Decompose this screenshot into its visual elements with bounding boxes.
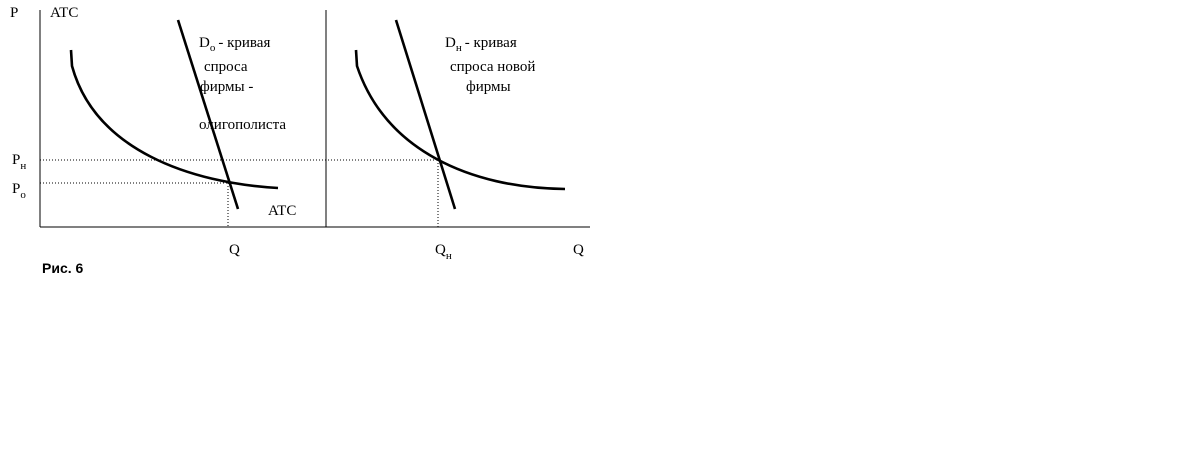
quantity-label: Q: [229, 242, 240, 258]
demand-curve: [176, 19, 240, 210]
atc-curve: [69, 49, 279, 190]
symbol: P: [12, 181, 20, 197]
demand-label: фирмы -: [200, 79, 253, 95]
y-axis-label: P: [10, 5, 18, 21]
demand-label: спроса новой: [450, 59, 535, 75]
symbol: D: [445, 35, 456, 51]
subscript: н: [20, 160, 26, 172]
symbol: Q: [435, 242, 446, 258]
atc-curve: [354, 49, 566, 191]
atc-label: ATC: [268, 203, 296, 219]
line: - кривая: [465, 35, 517, 51]
line: - кривая: [218, 35, 270, 51]
subscript: о: [20, 189, 26, 201]
symbol: P: [12, 152, 20, 168]
demand-label: Dо - кривая: [199, 35, 270, 54]
demand-label: олигополиста: [199, 117, 286, 133]
demand-label: спроса: [204, 59, 248, 75]
y-axis-label: ATC: [50, 5, 78, 21]
subscript: н: [456, 42, 462, 54]
price-label: Pн: [12, 152, 26, 172]
quantity-label: Qн: [435, 242, 452, 262]
subscript: н: [446, 250, 452, 262]
demand-label: Dн - кривая: [445, 35, 517, 54]
demand-curve: [394, 19, 457, 210]
symbol: D: [199, 35, 210, 51]
subscript: о: [210, 42, 216, 54]
x-axis-label: Q: [573, 242, 584, 258]
caption: Рис. 6: [42, 260, 84, 276]
demand-label: фирмы: [466, 79, 511, 95]
price-label: Pо: [12, 181, 26, 201]
